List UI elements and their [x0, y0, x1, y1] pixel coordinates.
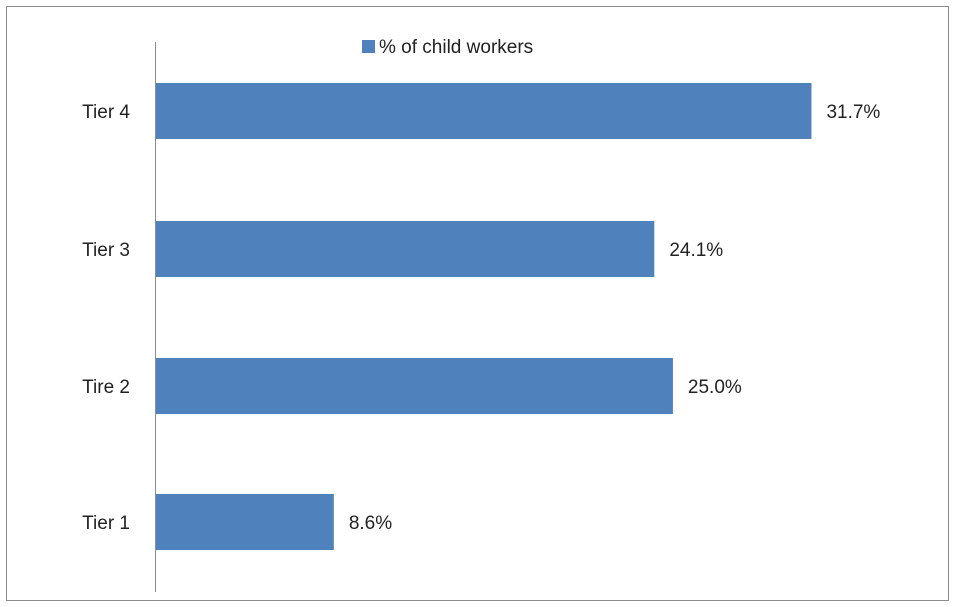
- category-label-tier-3: Tier 3: [82, 240, 130, 261]
- value-label-tire-2: 25.0%: [688, 377, 742, 398]
- bar-tier-1: [156, 494, 334, 550]
- value-label-tier-3: 24.1%: [669, 240, 723, 261]
- value-label-tier-1: 8.6%: [349, 513, 392, 534]
- value-label-tier-4: 31.7%: [826, 102, 880, 123]
- bar-tire-2: [156, 358, 673, 414]
- legend-swatch: [362, 40, 375, 53]
- category-labels: Tier 4 Tier 3 Tire 2 Tier 1: [82, 102, 130, 534]
- value-labels: 31.7% 24.1% 25.0% 8.6%: [349, 102, 881, 534]
- category-label-tier-1: Tier 1: [82, 513, 130, 534]
- bar-tier-4: [156, 83, 812, 139]
- bars: [156, 83, 812, 550]
- legend: % of child workers: [362, 37, 533, 58]
- legend-label: % of child workers: [379, 37, 533, 58]
- bar-tier-3: [156, 221, 655, 277]
- category-label-tier-4: Tier 4: [82, 102, 130, 123]
- category-label-tire-2: Tire 2: [82, 377, 130, 398]
